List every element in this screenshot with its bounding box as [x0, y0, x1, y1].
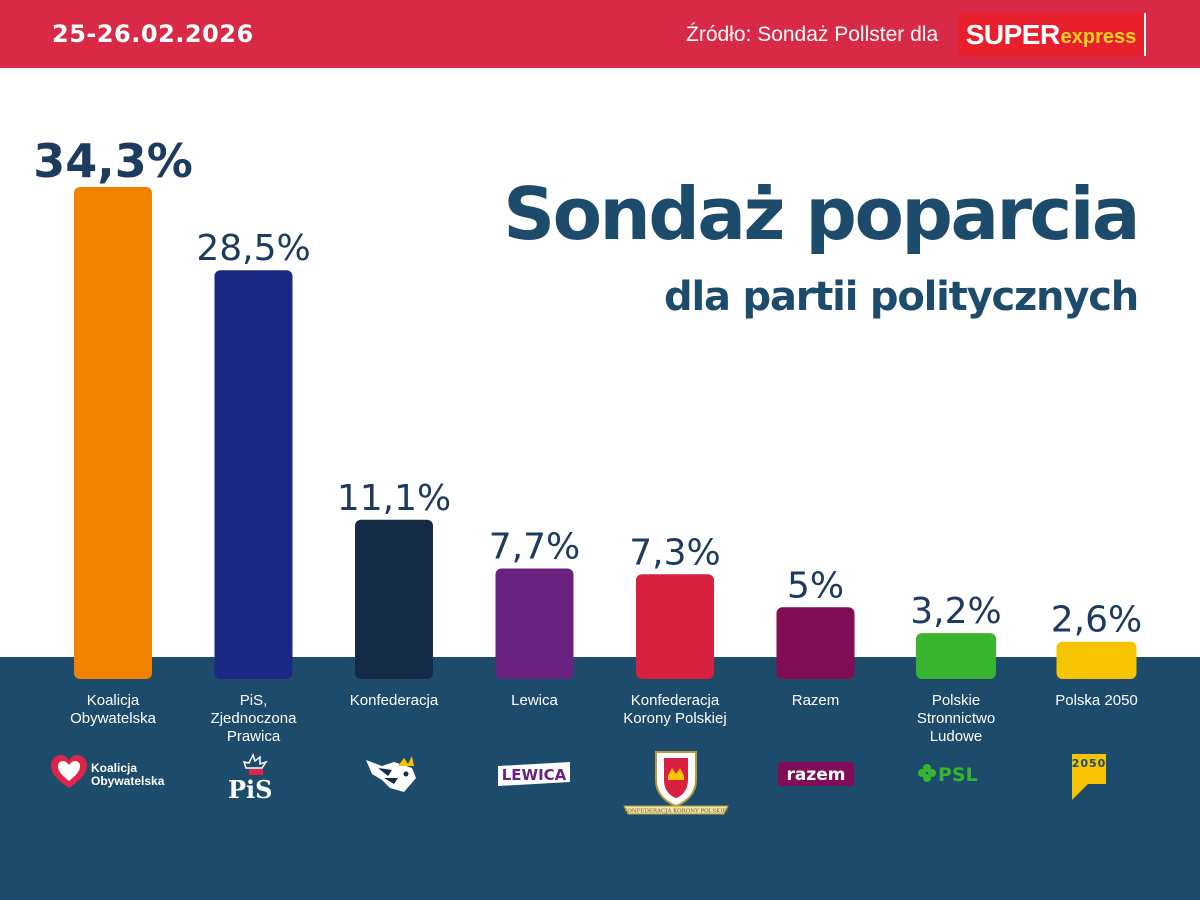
category-label-line: Korony Polskiej [623, 710, 727, 727]
bar-6 [776, 607, 855, 679]
source-label: Źródło: Sondaż Pollster dla [686, 23, 939, 46]
polska-2050-shape [1072, 754, 1106, 800]
category-label-line: Lewica [511, 692, 558, 709]
pis-flag-red [249, 769, 263, 775]
brand-express: express [1060, 25, 1137, 48]
crown-icon [242, 753, 268, 769]
koalicja-obywatelska-logo: Koalicja Obywatelska [50, 754, 180, 794]
poll-date: 25-26.02.2026 [52, 20, 254, 48]
polska-2050-text: 2050 [1072, 757, 1107, 770]
lewica-logo-text: LEWICA [502, 766, 567, 784]
category-label-line: Konfederacja [630, 692, 720, 709]
category-label-3: Konfederacja [319, 692, 469, 710]
category-label-6: Razem [741, 692, 891, 710]
category-label-8: Polska 2050 [1022, 692, 1172, 710]
category-label-line: Razem [791, 692, 840, 709]
category-label-line: Ludowe [929, 728, 983, 745]
bar-2 [214, 270, 293, 679]
ko-logo-line1: Koalicja [91, 761, 137, 775]
category-label-7: Polskie Stronnictwo Ludowe [881, 692, 1031, 746]
konfederacja-eagle-logo [364, 752, 420, 796]
category-label-line: Polskie [931, 692, 981, 709]
category-label-line: Obywatelska [70, 710, 156, 727]
razem-logo-text: razem [787, 765, 846, 785]
category-label-line: Konfederacja [349, 692, 439, 709]
bar-1 [74, 187, 152, 679]
category-label-line: Zjednoczona [210, 710, 297, 727]
value-label-1: 34,3% [33, 134, 193, 188]
category-label-line: Stronnictwo [916, 710, 996, 727]
bar-4 [495, 568, 574, 679]
bar-8 [1056, 641, 1137, 679]
chart-title: Sondaż poparcia [503, 172, 1140, 256]
bar-7 [916, 633, 996, 679]
razem-logo: razem [778, 760, 854, 788]
polska-2050-logo: 2050 [1070, 752, 1110, 802]
konfederacja-korony-polskiej-crest-logo: KONFEDERACJA KORONY POLSKIEJ [620, 748, 732, 818]
bar-3 [355, 519, 433, 679]
crest-crown-icon [668, 768, 684, 776]
psl-logo-text: PSL [938, 764, 978, 786]
category-label-5: Konfederacja Korony Polskiej [600, 692, 750, 728]
bottom-panel [0, 657, 1200, 900]
crest-banner-text: KONFEDERACJA KORONY POLSKIEJ [623, 809, 728, 815]
pis-logo-text: PiS [228, 775, 273, 802]
lewica-logo: LEWICA [496, 760, 572, 788]
psl-logo: PSL [916, 760, 986, 788]
chart-subtitle: dla partii politycznych [664, 274, 1139, 320]
category-label-2: PiS, Zjednoczona Prawica [179, 692, 329, 746]
value-label-4: 7,7% [489, 527, 580, 568]
value-label-5: 7,3% [629, 532, 720, 573]
value-label-2: 28,5% [196, 228, 310, 269]
category-label-line: Polska 2050 [1055, 692, 1138, 709]
clover-icon [918, 764, 936, 782]
brand-super: SUPER [965, 18, 1060, 50]
bar-5 [636, 574, 714, 679]
value-label-6: 5% [787, 565, 844, 606]
value-label-7: 3,2% [910, 591, 1001, 632]
value-label-3: 11,1% [337, 478, 451, 519]
value-label-8: 2,6% [1051, 600, 1142, 641]
category-label-line: PiS, [239, 692, 268, 709]
heart-icon: Koalicja Obywatelska [51, 755, 165, 788]
category-label-4: Lewica [460, 692, 610, 710]
header-bar: 25-26.02.2026 Źródło: Sondaż Pollster dl… [0, 0, 1200, 68]
category-label-1: Koalicja Obywatelska [38, 692, 188, 728]
pis-logo: PiS [222, 750, 282, 804]
category-label-line: Prawica [226, 728, 281, 745]
super-express-logo: SUPER express [958, 13, 1146, 56]
eagle-crown-icon [398, 756, 414, 766]
category-label-line: Koalicja [86, 692, 140, 709]
ko-logo-line2: Obywatelska [91, 774, 165, 788]
eagle-icon [366, 760, 416, 792]
